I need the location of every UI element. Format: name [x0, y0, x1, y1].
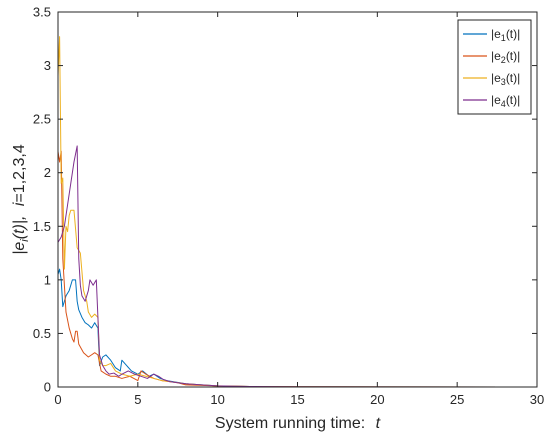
x-tick-label: 25 — [450, 392, 464, 407]
x-tick-label: 10 — [210, 392, 224, 407]
x-tick-label: 15 — [290, 392, 304, 407]
plot-area — [58, 12, 537, 387]
y-tick-label: 2.5 — [33, 112, 51, 127]
x-axis-title: System running time: t — [215, 415, 381, 432]
y-axis-title-rest: =1,2,3,4 — [11, 144, 28, 202]
x-tick-label: 20 — [370, 392, 384, 407]
y-tick-label: 0 — [44, 380, 51, 395]
legend-box — [457, 19, 532, 115]
y-tick-label: 1 — [44, 272, 51, 287]
y-tick-label: 3.5 — [33, 5, 51, 20]
y-axis-title: |ei(t)|, i=1,2,3,4 — [11, 144, 31, 255]
legend-label: |e3(t)| — [491, 71, 520, 87]
y-axis-title-sub: i — [19, 239, 31, 242]
legend-label: |e2(t)| — [491, 49, 520, 65]
y-axis-title-pre: |e — [11, 242, 28, 255]
x-tick-label: 5 — [134, 392, 141, 407]
y-axis-title-post: (t)|, — [11, 216, 28, 240]
y-tick-label: 3 — [44, 58, 51, 73]
y-tick-label: 2 — [44, 165, 51, 180]
legend: |e1(t)| |e2(t)| |e3(t)| |e4(t)| — [457, 19, 532, 115]
y-tick-label: 0.5 — [33, 326, 51, 341]
legend-label: |e4(t)| — [491, 93, 520, 109]
legend-label: |e1(t)| — [491, 27, 520, 43]
x-axis-title-text: System running time: — [215, 415, 365, 432]
x-axis-title-var: t — [376, 415, 381, 432]
y-axis-ticks: 0 0.5 1 1.5 2 2.5 3 3.5 — [33, 5, 537, 395]
x-tick-label: 30 — [530, 392, 544, 407]
y-tick-label: 1.5 — [33, 219, 51, 234]
series-group — [57, 36, 538, 388]
series-line-4 — [57, 145, 538, 388]
series-line-2 — [57, 150, 538, 388]
x-axis-ticks: 0 5 10 15 20 25 30 — [54, 12, 544, 407]
x-tick-label: 0 — [54, 392, 61, 407]
y-axis-title-var: i — [11, 202, 28, 206]
